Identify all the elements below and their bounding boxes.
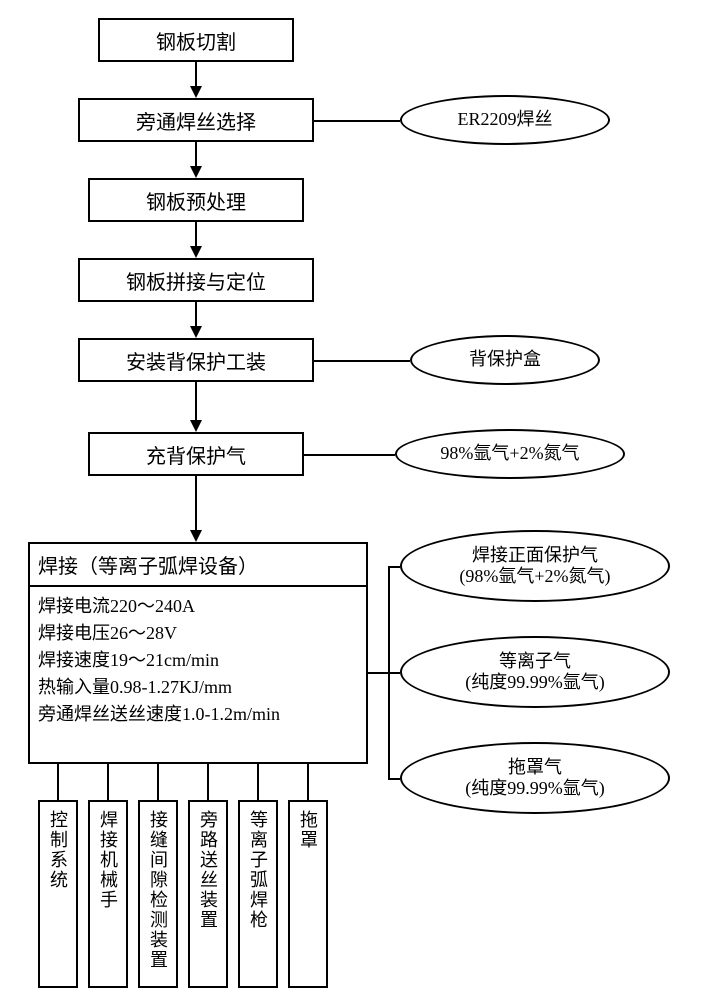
ellipse-wire: ER2209焊丝 bbox=[400, 95, 610, 145]
bracket-branch bbox=[388, 672, 400, 674]
step-box-3: 钢板预处理 bbox=[88, 178, 304, 222]
ellipse-plasma-gas: 等离子气 (纯度99.99%氩气) bbox=[400, 636, 670, 708]
connector-line bbox=[304, 454, 395, 456]
ellipse-label: 背保护盒 bbox=[469, 349, 541, 371]
ellipse-line2: (纯度99.99%氩气) bbox=[465, 672, 604, 693]
step-box-2: 旁通焊丝选择 bbox=[78, 98, 314, 142]
ellipse-line1: 拖罩气 bbox=[508, 757, 562, 778]
step-label: 钢板拼接与定位 bbox=[126, 266, 266, 295]
bracket-branch bbox=[388, 778, 400, 780]
ellipse-line1: 等离子气 bbox=[499, 651, 571, 672]
component-box: 拖罩 bbox=[288, 800, 328, 988]
component-stub bbox=[307, 764, 309, 800]
step-box-5: 安装背保护工装 bbox=[78, 338, 314, 382]
component-stub bbox=[57, 764, 59, 800]
ellipse-line2: (98%氩气+2%氮气) bbox=[459, 566, 610, 587]
component-box: 接缝间隙检测装置 bbox=[138, 800, 178, 988]
arrow-line bbox=[195, 142, 197, 168]
step-box-1: 钢板切割 bbox=[98, 18, 294, 62]
welding-param: 热输入量0.98-1.27KJ/mm bbox=[38, 674, 358, 701]
step-box-6: 充背保护气 bbox=[88, 432, 304, 476]
component-box: 旁路送丝装置 bbox=[188, 800, 228, 988]
arrow-line bbox=[195, 476, 197, 532]
component-stub bbox=[107, 764, 109, 800]
welding-box: 焊接（等离子弧焊设备） 焊接电流220～240A 焊接电压26～28V 焊接速度… bbox=[28, 542, 368, 764]
arrow-head-icon bbox=[190, 166, 202, 178]
arrow-head-icon bbox=[190, 326, 202, 338]
ellipse-line1: 焊接正面保护气 bbox=[472, 545, 598, 566]
ellipse-front-gas: 焊接正面保护气 (98%氩气+2%氮气) bbox=[400, 530, 670, 602]
bracket-stub bbox=[368, 672, 388, 674]
component-stub bbox=[207, 764, 209, 800]
component-box: 控制系统 bbox=[38, 800, 78, 988]
component-stub bbox=[157, 764, 159, 800]
step-label: 钢板预处理 bbox=[146, 186, 246, 215]
welding-param: 焊接电流220～240A bbox=[38, 593, 358, 620]
component-stub bbox=[257, 764, 259, 800]
step-label: 安装背保护工装 bbox=[126, 346, 266, 375]
ellipse-line2: (纯度99.99%氩气) bbox=[465, 778, 604, 799]
component-box: 焊接机械手 bbox=[88, 800, 128, 988]
step-label: 钢板切割 bbox=[156, 26, 236, 55]
arrow-line bbox=[195, 62, 197, 88]
welding-param: 焊接电压26～28V bbox=[38, 620, 358, 647]
connector-line bbox=[314, 120, 400, 122]
ellipse-label: ER2209焊丝 bbox=[457, 109, 552, 131]
ellipse-back-gas: 98%氩气+2%氮气 bbox=[395, 429, 625, 479]
bracket-branch bbox=[388, 566, 400, 568]
connector-line bbox=[314, 360, 410, 362]
welding-param: 旁通焊丝送丝速度1.0-1.2m/min bbox=[38, 701, 358, 728]
arrow-head-icon bbox=[190, 246, 202, 258]
ellipse-label: 98%氩气+2%氮气 bbox=[440, 443, 579, 465]
welding-title: 焊接（等离子弧焊设备） bbox=[30, 544, 366, 587]
ellipse-trailing-gas: 拖罩气 (纯度99.99%氩气) bbox=[400, 742, 670, 814]
step-label: 充背保护气 bbox=[146, 440, 246, 469]
ellipse-back-box: 背保护盒 bbox=[410, 335, 600, 385]
arrow-line bbox=[195, 382, 197, 422]
welding-param: 焊接速度19～21cm/min bbox=[38, 647, 358, 674]
arrow-line bbox=[195, 222, 197, 248]
welding-params: 焊接电流220～240A 焊接电压26～28V 焊接速度19～21cm/min … bbox=[30, 587, 366, 734]
step-label: 旁通焊丝选择 bbox=[136, 106, 256, 135]
arrow-head-icon bbox=[190, 86, 202, 98]
arrow-head-icon bbox=[190, 530, 202, 542]
arrow-line bbox=[195, 302, 197, 328]
arrow-head-icon bbox=[190, 420, 202, 432]
step-box-4: 钢板拼接与定位 bbox=[78, 258, 314, 302]
component-box: 等离子弧焊枪 bbox=[238, 800, 278, 988]
